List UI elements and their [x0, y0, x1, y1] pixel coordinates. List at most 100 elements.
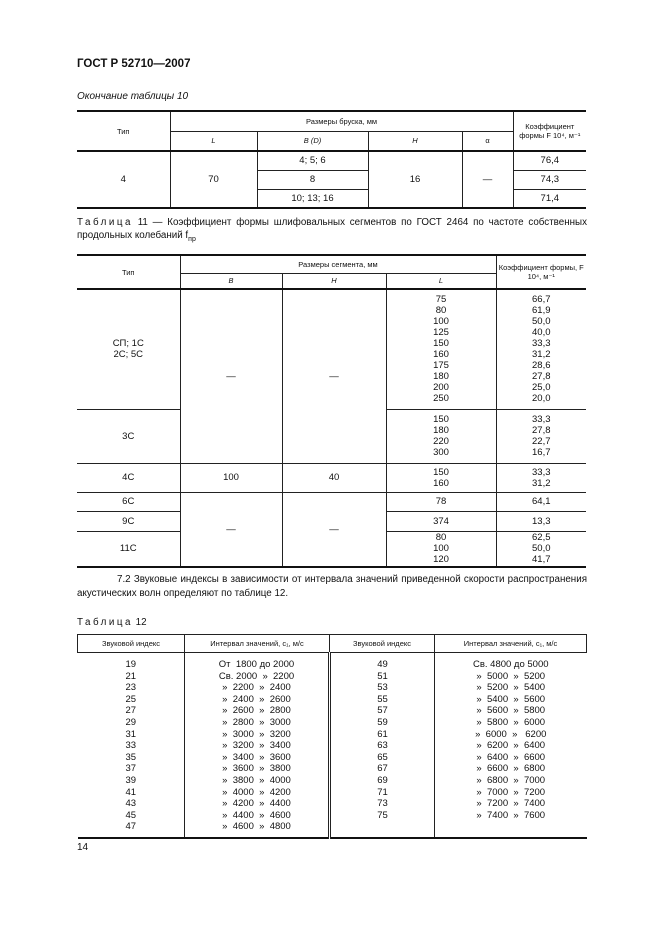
cell-interval: » 7400 » 7600: [434, 809, 587, 822]
cell-index: 47: [77, 821, 185, 839]
cell-alpha: —: [461, 150, 514, 209]
list-value: 13,3: [532, 515, 551, 527]
header-group: Размеры бруска, мм: [169, 110, 514, 132]
list-value: 50,0: [532, 543, 551, 555]
cell-index: 57: [328, 705, 435, 717]
cell-interval: » 3200 » 3400: [184, 740, 330, 752]
list-value: 64,1: [532, 496, 551, 507]
cell-L: 150 160: [385, 462, 497, 493]
cell-coef: 74,3: [512, 169, 587, 190]
cell-index: [328, 821, 435, 839]
list-value: 25,0: [532, 382, 551, 394]
cell-interval: » 5000 » 5200: [434, 670, 587, 683]
list-value: 66,7: [532, 294, 551, 306]
cell-index: 65: [328, 751, 435, 764]
cell-coef: 13,3: [495, 510, 586, 532]
cell-interval: » 5200 » 5400: [434, 682, 587, 694]
header-group: Размеры сегмента, мм: [179, 254, 497, 274]
cell-L: 78: [385, 491, 497, 512]
cell-index: 67: [328, 763, 435, 775]
cell-interval: » 6000 » 6200: [434, 728, 587, 741]
caption-label: Таблица: [77, 217, 133, 228]
table11-caption: Таблица 11 — Коэффициент формы шлифоваль…: [77, 216, 587, 246]
list-value: 78: [435, 496, 447, 507]
caption-number: 12: [132, 617, 147, 628]
list-value: 41,7: [532, 554, 551, 566]
cell-index: 35: [77, 751, 185, 764]
cell-B: 8: [256, 169, 369, 190]
cell-coef: 76,4: [512, 150, 587, 171]
cell-interval: » 5400 » 5600: [434, 693, 587, 706]
list-value: 250: [433, 393, 449, 405]
cell-B: 4; 5; 6: [256, 150, 369, 171]
table-row: 31» 3000 » 3200 61» 6000 » 6200: [77, 728, 587, 741]
caption-label: Таблица: [77, 617, 133, 628]
cell-index: 75: [328, 809, 435, 822]
list-value: 120: [433, 554, 449, 566]
header-type: Тип: [77, 254, 181, 290]
list-value: 160: [433, 349, 449, 361]
cell-index: 41: [77, 786, 185, 799]
cell-interval: » 4000 » 4200: [184, 786, 330, 799]
table-row: 41» 4000 » 4200 71» 7000 » 7200: [77, 786, 587, 799]
cell-interval: » 5600 » 5800: [434, 705, 587, 717]
cell-type: 11С: [77, 530, 181, 568]
header-L: L: [169, 130, 258, 152]
cell-interval: » 2600 » 2800: [184, 705, 330, 717]
table-row: 23» 2200 » 2400 53» 5200 » 5400: [77, 682, 587, 694]
list-value: 31,2: [532, 477, 551, 489]
cell-index: 25: [77, 693, 185, 706]
cell-index: 39: [77, 774, 185, 787]
table-row: 27» 2600 » 2800 57» 5600 » 5800: [77, 705, 587, 717]
list-value: 75: [435, 294, 447, 306]
list-value: 150: [433, 466, 449, 478]
list-value: 16,7: [532, 447, 551, 458]
cell-interval: » 6200 » 6400: [434, 740, 587, 752]
table-row: 45» 4400 » 4600 75» 7400 » 7600: [77, 809, 587, 822]
header-index: Звуковой индекс: [329, 634, 435, 653]
list-value: 61,9: [532, 305, 551, 317]
cell-L: 374: [385, 510, 497, 532]
list-value: 160: [433, 477, 449, 489]
cell-index: 29: [77, 716, 185, 729]
table-row: 21 Св. 2000 » 2200 51» 5000 » 5200: [77, 670, 587, 683]
cell-interval: » 4400 » 4600: [184, 809, 330, 822]
cell-L: 75 80 100 125 150 160 175 180 200 250: [385, 288, 497, 410]
table-row: 25» 2400 » 2600 55» 5400 » 5600: [77, 693, 587, 706]
list-value: 100: [433, 316, 449, 328]
header-L: L: [385, 272, 497, 290]
list-value: 27,8: [532, 425, 551, 436]
cell-interval: Св. 2000 » 2200: [184, 670, 330, 683]
cell-type: 4С: [77, 462, 181, 493]
table-12: Звуковой индекс Интервал значений, c₁, м…: [77, 634, 587, 839]
list-value: 180: [433, 425, 449, 436]
list-value: 220: [433, 436, 449, 447]
cell-L: 80 100 120: [385, 530, 497, 568]
cell-interval: » 2400 » 2600: [184, 693, 330, 706]
table-10: Тип Размеры бруска, мм Коэффициент формы…: [77, 110, 587, 209]
cell-interval: » 2800 » 3000: [184, 716, 330, 729]
cell-B: —: [179, 288, 283, 464]
cell-interval: » 5800 » 6000: [434, 716, 587, 729]
cell-index: 69: [328, 774, 435, 787]
cell-coef: 62,5 50,0 41,7: [495, 530, 586, 568]
cell-H: —: [281, 288, 387, 464]
list-value: 33,3: [532, 414, 551, 425]
cell-B: 10; 13; 16: [256, 188, 369, 209]
table-row: 37» 3600 » 3800 67» 6600 » 6800: [77, 763, 587, 775]
list-value: 80: [435, 305, 447, 317]
cell-index: 45: [77, 809, 185, 822]
cell-index: 49: [328, 652, 435, 671]
caption-subscript: пр: [188, 235, 196, 243]
cell-index: 43: [77, 798, 185, 810]
cell-interval: » 4600 » 4800: [184, 821, 330, 839]
cell-index: 37: [77, 763, 185, 775]
cell-interval: » 2200 » 2400: [184, 682, 330, 694]
cell-interval: [434, 821, 587, 839]
header-index: Звуковой индекс: [77, 634, 185, 653]
paragraph-7-2: 7.2 Звуковые индексы в зависимости от ин…: [77, 574, 587, 599]
header-alpha: α: [461, 130, 514, 152]
table-row: 19 От 1800 до 2000 49 Св. 4800 до 5000: [77, 652, 587, 671]
table-row: 35» 3400 » 3600 65» 6400 » 6600: [77, 751, 587, 764]
